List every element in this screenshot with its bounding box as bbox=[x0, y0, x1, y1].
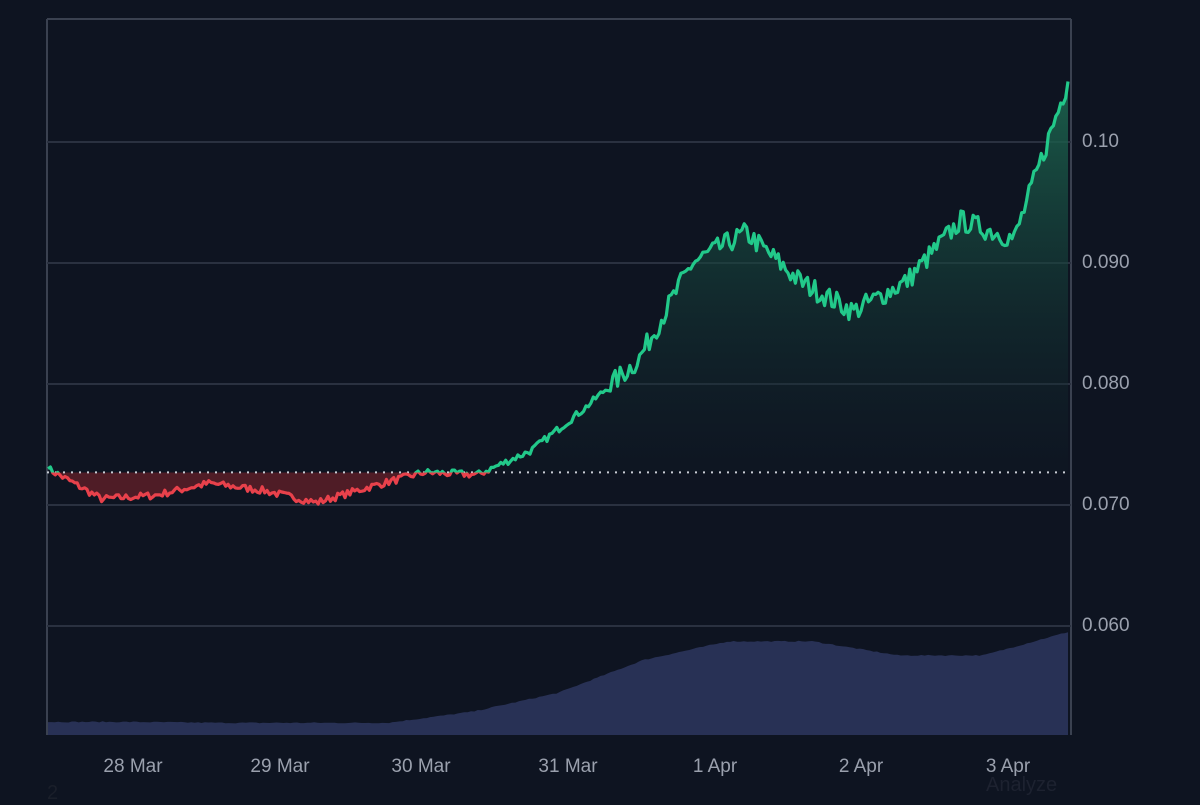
plot-frame bbox=[46, 18, 1072, 735]
x-tick-label: 30 Mar bbox=[391, 756, 451, 777]
price-area-above-baseline bbox=[48, 81, 1068, 473]
y-tick-label: 0.070 bbox=[1082, 494, 1130, 515]
y-tick-label: 0.060 bbox=[1082, 615, 1130, 636]
x-tick-label: 31 Mar bbox=[538, 756, 598, 777]
price-area-below-baseline bbox=[52, 472, 486, 504]
footer-left-label: 2 bbox=[47, 782, 59, 804]
x-tick-label: 3 Apr bbox=[985, 756, 1031, 777]
y-tick-label: 0.10 bbox=[1082, 131, 1119, 152]
volume-area bbox=[48, 632, 1068, 735]
analyze-button[interactable]: Analyze bbox=[986, 774, 1058, 796]
price-line-up bbox=[47, 81, 1070, 473]
price-line-down bbox=[50, 472, 491, 506]
x-tick-label: 28 Mar bbox=[103, 756, 163, 777]
y-tick-label: 0.080 bbox=[1082, 373, 1130, 394]
y-tick-label: 0.090 bbox=[1082, 252, 1130, 273]
x-tick-label: 1 Apr bbox=[692, 756, 738, 777]
x-tick-label: 2 Apr bbox=[838, 756, 884, 777]
x-tick-label: 29 Mar bbox=[250, 756, 310, 777]
